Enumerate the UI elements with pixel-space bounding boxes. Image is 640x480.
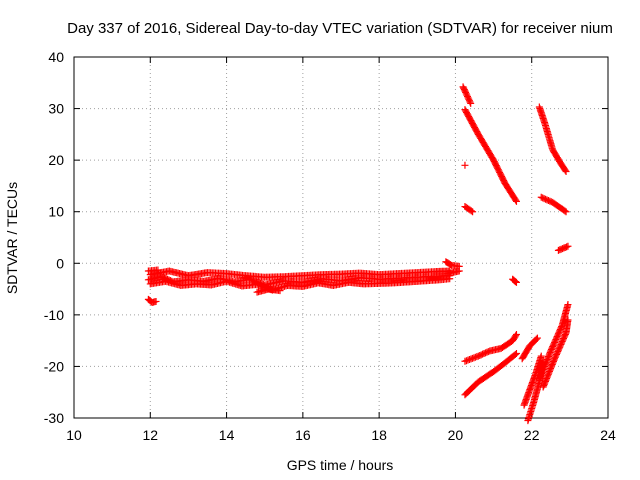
data-point (511, 350, 519, 358)
data-point (461, 161, 469, 169)
data-point (561, 166, 569, 174)
x-axis-label: GPS time / hours (287, 457, 394, 473)
x-tick-label: 10 (66, 427, 82, 443)
data-point (512, 197, 520, 205)
data-point (564, 301, 572, 309)
data-point (512, 350, 520, 358)
data-point (564, 242, 572, 250)
x-tick-label: 24 (600, 427, 616, 443)
data-point (562, 208, 570, 216)
x-tick-label: 22 (524, 427, 540, 443)
data-point (512, 278, 520, 286)
data-point (512, 330, 520, 338)
data-point (512, 332, 520, 340)
data-point (467, 207, 475, 215)
data-point (466, 98, 474, 106)
x-tick-label: 20 (448, 427, 464, 443)
chart-title: Day 337 of 2016, Sidereal Day-to-day VTE… (67, 20, 613, 37)
data-point (469, 208, 477, 216)
y-tick-label: 0 (56, 255, 64, 271)
y-tick-label: -30 (44, 410, 64, 426)
data-point (532, 335, 540, 343)
y-axis-label: SDTVAR / TECUs (4, 182, 20, 294)
data-point (537, 352, 545, 360)
y-tick-label: 30 (48, 101, 64, 117)
data-point (152, 297, 160, 305)
data-point (467, 99, 475, 107)
data-point (561, 207, 569, 215)
grid (74, 57, 608, 418)
y-tick-label: 20 (48, 152, 64, 168)
data-point (512, 278, 520, 286)
data-point (512, 196, 520, 204)
x-tick-label: 12 (142, 427, 158, 443)
x-tick-label: 18 (371, 427, 387, 443)
x-tick-label: 14 (219, 427, 235, 443)
y-tick-label: 40 (48, 49, 64, 65)
plot-frame (73, 56, 609, 419)
data-point (533, 334, 541, 342)
data-point (455, 267, 463, 275)
data-point (276, 287, 284, 295)
y-tick-label: -20 (44, 358, 64, 374)
data-points (144, 83, 572, 425)
y-tick-label: 10 (48, 204, 64, 220)
x-tick-label: 16 (295, 427, 311, 443)
axis-ticks: 10 12 14 16 18 20 22 24 -30 -20 -10 0 10 20 30 40 (44, 49, 616, 443)
data-point (564, 316, 572, 324)
y-tick-label: -10 (44, 307, 64, 323)
data-point (562, 167, 570, 175)
